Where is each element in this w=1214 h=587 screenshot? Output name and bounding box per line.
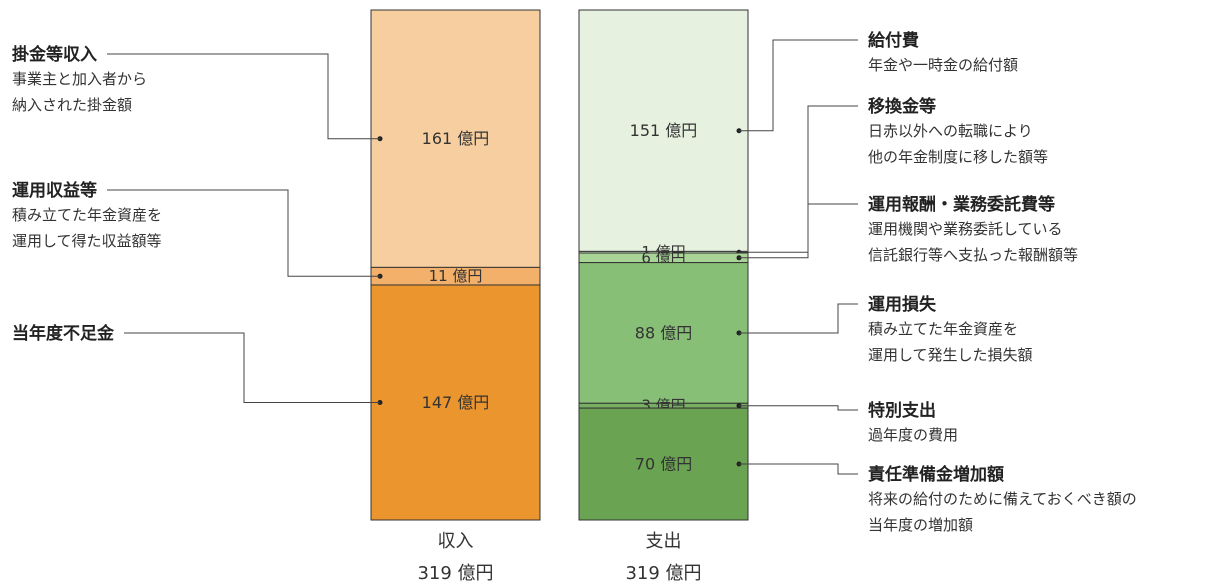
expense-item-title-5: 特別支出 <box>868 401 936 421</box>
expense-item-description-3: 運用機関や業務委託している 信託銀行等へ支払った報酬額等 <box>868 220 1079 264</box>
expense-column-name: 支出 <box>645 531 682 552</box>
income-column-total: 319 億円 <box>417 563 494 584</box>
income-item-title-3: 当年度不足金 <box>12 324 114 344</box>
income-item-title-2: 運用収益等 <box>12 181 97 201</box>
expense-value-label-4: 88 億円 <box>635 323 692 342</box>
expense-bar-segment-4 <box>578 262 749 404</box>
expense-item-title-6: 責任準備金増加額 <box>868 465 1004 485</box>
expense-column-total: 319 億円 <box>625 563 702 584</box>
income-item-description-2: 積み立てた年金資産を 運用して得た収益額等 <box>12 206 163 250</box>
expense-item-title-4: 運用損失 <box>868 295 936 315</box>
income-value-label-2: 11 億円 <box>429 267 483 285</box>
expense-leader-line-3 <box>739 203 858 259</box>
expense-item-description-6: 将来の給付のために備えておくべき額の 当年度の増加額 <box>868 490 1137 534</box>
income-item-title-1: 掛金等収入 <box>12 45 97 65</box>
expense-leader-line-4 <box>739 303 858 334</box>
expense-value-label-1: 151 億円 <box>630 121 698 140</box>
income-column-name: 収入 <box>437 531 474 552</box>
expense-item-description-4: 積み立てた年金資産を 運用して発生した損失額 <box>868 320 1033 364</box>
expense-item-title-2: 移換金等 <box>868 97 936 117</box>
income-leader-line-2 <box>107 189 380 277</box>
income-bar-segment-1 <box>370 9 541 268</box>
expense-item-title-1: 給付費 <box>868 31 919 51</box>
expense-leader-line-6 <box>739 463 858 475</box>
expense-leader-line-5 <box>739 405 858 411</box>
expense-item-description-2: 日赤以外への転職により 他の年金制度に移した額等 <box>868 122 1049 166</box>
expense-item-description-5: 過年度の費用 <box>868 426 959 444</box>
income-leader-line-3 <box>124 332 380 403</box>
expense-bar-segment-1 <box>578 9 749 252</box>
income-value-label-1: 161 億円 <box>422 129 490 148</box>
expense-item-description-1: 年金や一時金の給付額 <box>868 56 1019 74</box>
expense-bar-segment-6 <box>578 407 749 521</box>
income-bar-segment-3 <box>370 284 541 521</box>
income-leader-line-1 <box>107 53 380 140</box>
income-value-label-3: 147 億円 <box>422 393 490 412</box>
expense-value-label-6: 70 億円 <box>635 455 692 474</box>
expense-leader-line-2 <box>739 105 858 253</box>
income-item-description-1: 事業主と加入者から 納入された掛金額 <box>12 70 148 114</box>
expense-leader-line-1 <box>739 39 858 132</box>
expense-item-title-3: 運用報酬・業務委託費等 <box>868 195 1055 215</box>
